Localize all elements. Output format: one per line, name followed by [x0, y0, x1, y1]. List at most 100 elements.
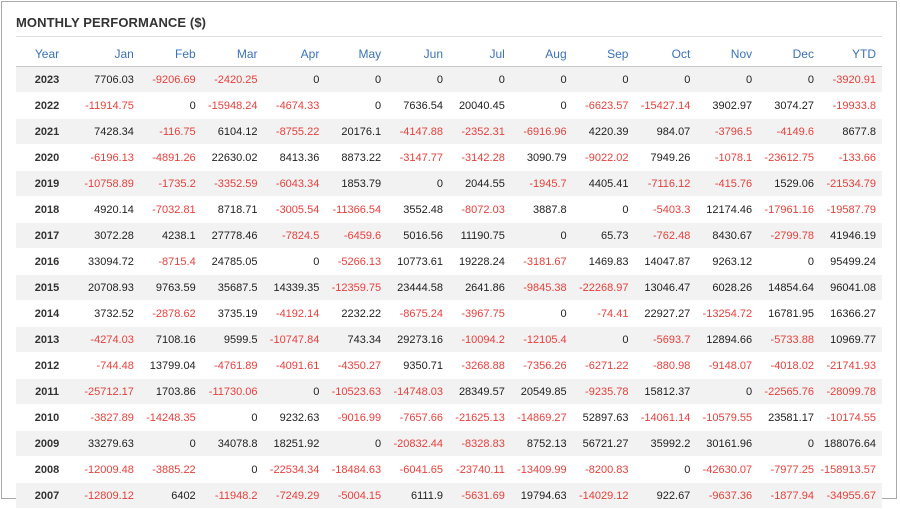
- month-cell: -4761.89: [201, 352, 264, 379]
- month-cell: -25712.17: [78, 378, 140, 405]
- column-header-oct: Oct: [634, 41, 697, 67]
- month-cell: -9022.02: [572, 144, 635, 171]
- month-cell: -6623.57: [572, 92, 635, 119]
- month-cell: -22268.97: [572, 274, 635, 301]
- monthly-performance-table: Year Jan Feb Mar Apr May Jun Jul Aug Sep Oct Nov Dec…: [16, 41, 882, 509]
- year-cell: 2007: [16, 482, 79, 509]
- title-divider: [16, 36, 882, 37]
- table-row: 2018 4920.14 -7032.81 8718.71 -3005.54 -11366…: [16, 196, 882, 223]
- month-cell: 743.34: [325, 326, 388, 353]
- month-cell: 7949.26: [634, 144, 697, 171]
- table-row: 2017 3072.28 4238.1 27778.46 -7824.5 -6459.6 5…: [16, 222, 882, 249]
- month-cell: -3181.67: [510, 248, 573, 275]
- year-cell: 2015: [16, 274, 79, 301]
- month-cell: 22630.02: [201, 144, 264, 171]
- month-cell: 1853.79: [325, 170, 388, 197]
- month-cell: 0: [201, 404, 264, 431]
- month-cell: 8752.13: [510, 430, 573, 457]
- month-cell: -12809.12: [78, 482, 140, 509]
- ytd-cell: -10174.55: [819, 404, 882, 431]
- year-cell: 2014: [16, 300, 79, 327]
- month-cell: 13046.47: [634, 274, 697, 301]
- month-cell: -15948.24: [201, 92, 264, 119]
- month-cell: -7116.12: [634, 170, 697, 197]
- month-cell: -14748.03: [387, 378, 449, 405]
- year-cell: 2018: [16, 196, 79, 223]
- table-header-row: Year Jan Feb Mar Apr May Jun Jul Aug Sep Oct Nov Dec…: [16, 41, 882, 67]
- month-cell: 6104.12: [201, 118, 264, 145]
- month-cell: -4091.61: [263, 352, 326, 379]
- table-row: 2020 -6196.13 -4891.26 22630.02 8413.36 8873.…: [16, 144, 882, 171]
- month-cell: 0: [387, 66, 449, 93]
- year-cell: 2021: [16, 118, 79, 145]
- month-cell: -3885.22: [139, 456, 202, 483]
- month-cell: -10579.55: [696, 404, 759, 431]
- month-cell: -6196.13: [78, 144, 140, 171]
- month-cell: 24785.05: [201, 248, 264, 275]
- month-cell: 7428.34: [78, 118, 140, 145]
- ytd-cell: -158913.57: [819, 456, 882, 483]
- month-cell: -880.98: [634, 352, 697, 379]
- month-cell: 3902.97: [696, 92, 759, 119]
- column-header-sep: Sep: [572, 41, 635, 67]
- month-cell: 19794.63: [510, 482, 573, 509]
- table-row: 2019 -10758.89 -1735.2 -3352.59 -6043.34 1853…: [16, 170, 882, 197]
- ytd-cell: -21741.93: [819, 352, 882, 379]
- month-cell: -3352.59: [201, 170, 264, 197]
- month-cell: -762.48: [634, 222, 697, 249]
- column-header-aug: Aug: [510, 41, 573, 67]
- panel-title: MONTHLY PERFORMANCE ($): [16, 15, 207, 30]
- year-cell: 2019: [16, 170, 79, 197]
- month-cell: 23581.17: [758, 404, 820, 431]
- month-cell: -8072.03: [449, 196, 511, 223]
- month-cell: -4350.27: [325, 352, 388, 379]
- month-cell: 4920.14: [78, 196, 140, 223]
- month-cell: -744.48: [78, 352, 140, 379]
- month-cell: 1529.06: [758, 170, 820, 197]
- table-row: 2015 20708.93 9763.59 35687.5 14339.35 -12359…: [16, 274, 882, 301]
- month-cell: -7657.66: [387, 404, 449, 431]
- month-cell: 52897.63: [572, 404, 635, 431]
- month-cell: -8200.83: [572, 456, 635, 483]
- month-cell: -11948.2: [201, 482, 264, 509]
- month-cell: 6028.26: [696, 274, 759, 301]
- month-cell: 3074.27: [758, 92, 820, 119]
- month-cell: -12105.4: [510, 326, 573, 353]
- month-cell: 12174.46: [696, 196, 759, 223]
- month-cell: 20176.1: [325, 118, 388, 145]
- month-cell: 35992.2: [634, 430, 697, 457]
- month-cell: -14061.14: [634, 404, 697, 431]
- month-cell: 7636.54: [387, 92, 449, 119]
- month-cell: 20549.85: [510, 378, 573, 405]
- month-cell: -7356.26: [510, 352, 573, 379]
- table-row: 2022 -11914.75 0 -15948.24 -4674.33 0 7636.54 2…: [16, 92, 882, 119]
- month-cell: -20832.44: [387, 430, 449, 457]
- month-cell: -6271.22: [572, 352, 635, 379]
- year-cell: 2012: [16, 352, 79, 379]
- month-cell: -9148.07: [696, 352, 759, 379]
- table-row: 2008 -12009.48 -3885.22 0 -22534.34 -18484.63…: [16, 456, 882, 483]
- month-cell: -14029.12: [572, 482, 635, 509]
- month-cell: 0: [325, 66, 388, 93]
- month-cell: 0: [572, 326, 635, 353]
- year-cell: 2017: [16, 222, 79, 249]
- table-body: 2023 7706.03 -9206.69 -2420.25 0 0 0 0 0 0 0 0 0 -392…: [16, 66, 882, 509]
- month-cell: -4018.02: [758, 352, 820, 379]
- month-cell: 20040.45: [449, 92, 511, 119]
- month-cell: -11366.54: [325, 196, 388, 223]
- month-cell: 0: [510, 222, 573, 249]
- ytd-cell: -19587.79: [819, 196, 882, 223]
- month-cell: -23740.11: [449, 456, 511, 483]
- month-cell: 5016.56: [387, 222, 449, 249]
- month-cell: 2044.55: [449, 170, 511, 197]
- month-cell: 65.73: [572, 222, 635, 249]
- ytd-cell: -28099.78: [819, 378, 882, 405]
- month-cell: 33094.72: [78, 248, 140, 275]
- month-cell: 8718.71: [201, 196, 264, 223]
- month-cell: 34078.8: [201, 430, 264, 457]
- month-cell: 14047.87: [634, 248, 697, 275]
- month-cell: -74.41: [572, 300, 635, 327]
- month-cell: -14248.35: [139, 404, 202, 431]
- month-cell: 0: [139, 92, 202, 119]
